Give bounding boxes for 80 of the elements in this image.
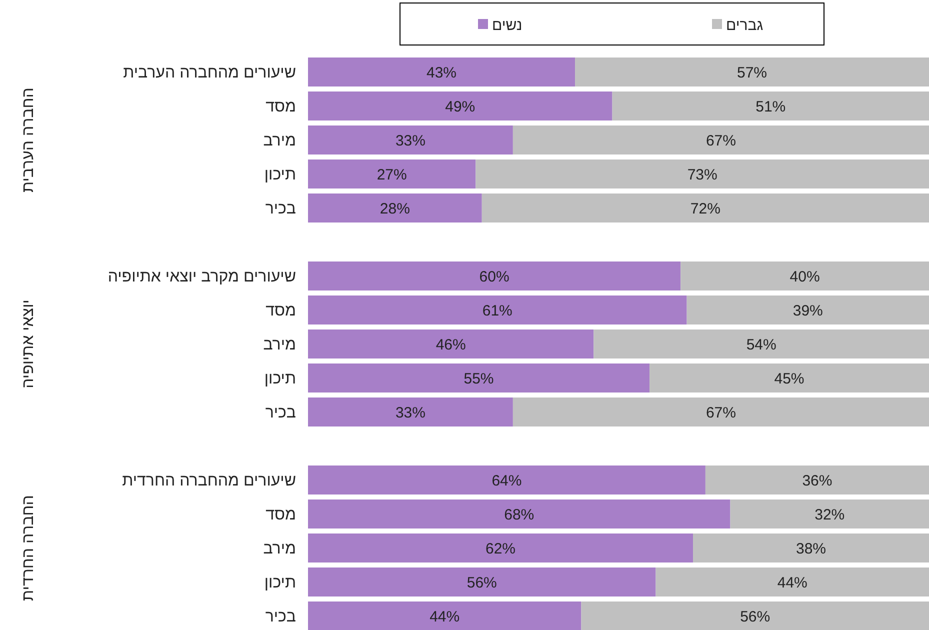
y-tick-label: שיעורים מקרב יוצאי אתיופיה [108, 268, 296, 286]
y-tick-label: שיעורים מהחברה הערבית [123, 64, 296, 82]
y-tick-label: בכיר [265, 608, 296, 626]
y-tick-label: מסד [266, 302, 296, 320]
bar [686, 296, 929, 324]
bar [730, 500, 929, 528]
data-label: 60% [479, 268, 510, 286]
y-tick-label: תיכון [264, 166, 296, 184]
data-label: 44% [777, 574, 808, 592]
data-label: 56% [466, 574, 497, 592]
bar [308, 296, 687, 324]
data-label: 61% [482, 302, 512, 320]
data-label: 33% [395, 132, 426, 150]
bar [308, 500, 730, 528]
bar [575, 58, 929, 86]
bar [308, 568, 656, 596]
y-tick-label: מירב [263, 132, 296, 150]
y-axis-title: החברה החרדית [20, 495, 37, 601]
y-tick-label: שיעורים מהחברה החרדית [122, 472, 296, 490]
bar [680, 262, 929, 290]
bar [308, 602, 582, 630]
bar [308, 160, 476, 188]
data-label: 67% [706, 404, 736, 422]
data-label: 73% [687, 166, 718, 184]
data-label: 57% [737, 64, 768, 82]
data-label: 28% [380, 200, 410, 218]
data-label: 62% [485, 540, 516, 558]
data-label: 39% [792, 302, 823, 320]
bar [705, 466, 929, 494]
data-label: 68% [504, 506, 534, 524]
bar [308, 262, 681, 290]
bar [650, 364, 929, 392]
data-label: 54% [746, 336, 776, 354]
data-label: 51% [756, 98, 786, 116]
y-tick-label: מסד [266, 506, 296, 524]
data-label: 38% [796, 540, 826, 558]
bar [612, 92, 929, 120]
bar [308, 58, 576, 86]
bar [594, 330, 929, 358]
bar [308, 330, 594, 358]
y-tick-label: בכיר [265, 404, 296, 422]
y-tick-label: מסד [266, 98, 296, 116]
bar [308, 364, 650, 392]
bar [476, 160, 929, 188]
y-tick-label: בכיר [265, 200, 296, 218]
bar [308, 126, 513, 154]
data-label: 44% [430, 608, 460, 626]
data-label: 56% [740, 608, 770, 626]
data-label: 46% [436, 336, 466, 354]
data-label: 43% [426, 64, 457, 82]
bar [308, 92, 612, 120]
data-label: 32% [814, 506, 845, 524]
legend-label: גברים [726, 17, 764, 34]
bar [308, 398, 513, 426]
data-label: 72% [690, 200, 720, 218]
data-label: 45% [774, 370, 804, 388]
y-tick-label: תיכון [264, 370, 296, 388]
bar [308, 466, 706, 494]
bar [482, 194, 929, 222]
legend-label: נשים [492, 17, 522, 34]
data-label: 40% [790, 268, 820, 286]
y-tick-label: תיכון [264, 574, 296, 592]
y-axis-title: יוצאי אתיופיה [20, 300, 37, 388]
data-label: 49% [445, 98, 476, 116]
y-tick-label: מירב [263, 336, 296, 354]
bar [512, 398, 929, 426]
bar [512, 126, 929, 154]
data-label: 33% [395, 404, 426, 422]
y-axis-title: החברה הערבית [20, 88, 37, 192]
bar [693, 534, 929, 562]
bar [308, 194, 482, 222]
data-label: 36% [802, 472, 832, 490]
data-label: 67% [706, 132, 736, 150]
bar [656, 568, 929, 596]
y-tick-label: מירב [263, 540, 296, 558]
bar [581, 602, 929, 630]
bar [308, 534, 694, 562]
data-label: 55% [464, 370, 494, 388]
data-label: 64% [492, 472, 522, 490]
data-label: 27% [376, 166, 407, 184]
